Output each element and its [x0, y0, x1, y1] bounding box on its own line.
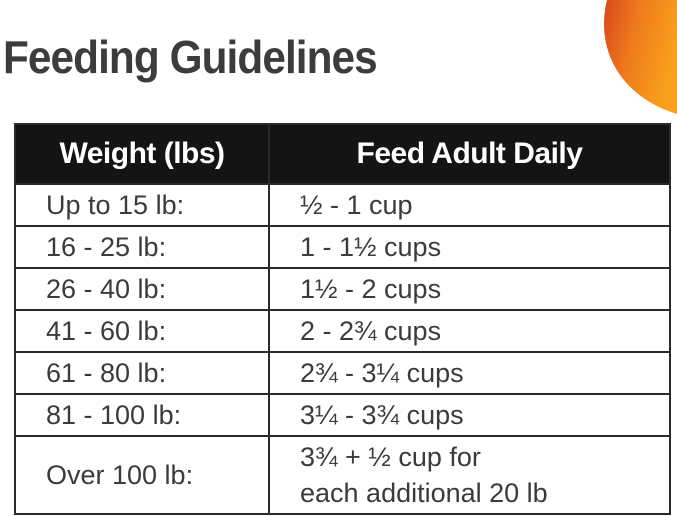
page-title: Feeding Guidelines	[3, 31, 378, 83]
feed-cell: 2¾ - 3¼ cups	[268, 351, 671, 395]
feed-cell: 1½ - 2 cups	[268, 267, 671, 311]
weight-cell: 41 - 60 lb:	[14, 309, 270, 353]
feed-cell: 1 - 1½ cups	[268, 225, 671, 269]
weight-cell: Up to 15 lb:	[14, 183, 270, 227]
feed-cell: ½ - 1 cup	[268, 183, 671, 227]
table-row: 41 - 60 lb: 2 - 2¾ cups	[14, 309, 671, 353]
weight-cell: 81 - 100 lb:	[14, 393, 270, 437]
table-row: 26 - 40 lb: 1½ - 2 cups	[14, 267, 671, 311]
feeding-guidelines-table: Weight (lbs) Feed Adult Daily Up to 15 l…	[14, 123, 671, 515]
column-header-feed: Feed Adult Daily	[268, 123, 671, 185]
weight-cell: 61 - 80 lb:	[14, 351, 270, 395]
table-body: Up to 15 lb: ½ - 1 cup 16 - 25 lb: 1 - 1…	[14, 183, 671, 515]
table-header: Weight (lbs) Feed Adult Daily	[14, 123, 671, 185]
feed-cell: 3¾ + ½ cup for each additional 20 lb	[268, 435, 671, 515]
weight-cell: Over 100 lb:	[14, 435, 270, 515]
weight-cell: 26 - 40 lb:	[14, 267, 270, 311]
table-row: Over 100 lb: 3¾ + ½ cup for each additio…	[14, 435, 671, 515]
feed-cell: 2 - 2¾ cups	[268, 309, 671, 353]
table-header-row: Weight (lbs) Feed Adult Daily	[14, 123, 671, 185]
table-row: 81 - 100 lb: 3¼ - 3¾ cups	[14, 393, 671, 437]
table-row: 16 - 25 lb: 1 - 1½ cups	[14, 225, 671, 269]
weight-cell: 16 - 25 lb:	[14, 225, 270, 269]
table-row: Up to 15 lb: ½ - 1 cup	[14, 183, 671, 227]
table-row: 61 - 80 lb: 2¾ - 3¼ cups	[14, 351, 671, 395]
feed-cell: 3¼ - 3¾ cups	[268, 393, 671, 437]
orange-corner-decoration	[603, 0, 677, 114]
column-header-weight: Weight (lbs)	[14, 123, 270, 185]
